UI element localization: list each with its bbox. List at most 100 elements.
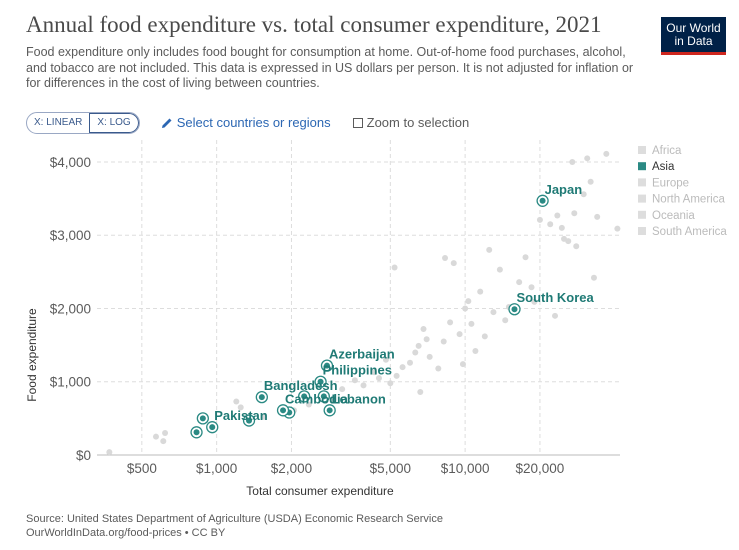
- chart-controls: X: LINEAR X: LOG Select countries or reg…: [26, 111, 470, 134]
- data-point: [528, 284, 535, 291]
- legend-swatch: [638, 210, 646, 219]
- y-tick-label: $0: [76, 448, 91, 463]
- scatter-chart: $0 $1,000 $2,000 $3,000 $4,000 $500 $1,000 $2,…: [25, 140, 727, 498]
- data-point: [426, 353, 433, 360]
- other-region-points: [106, 140, 621, 456]
- legend-swatch: [638, 194, 646, 203]
- source-note: Source: United States Department of Agri…: [26, 513, 443, 525]
- asia-point-azerbaijan: [323, 362, 330, 369]
- data-point: [573, 243, 580, 250]
- data-point: [522, 254, 529, 261]
- point-label: Lebanon: [332, 391, 386, 406]
- asia-point-philippines: [317, 378, 324, 385]
- asia-point: [193, 429, 200, 436]
- data-point: [547, 221, 554, 228]
- data-point: [420, 326, 427, 332]
- footer: Source: United States Department of Agri…: [26, 512, 443, 540]
- data-point: [399, 364, 406, 371]
- point-labels: Japan South Korea AzerbaijanPhilippinesBan…: [214, 182, 594, 423]
- point-label: Bangladesh: [264, 378, 338, 393]
- legend-swatch: [638, 146, 646, 154]
- data-point: [594, 213, 601, 220]
- grid: [97, 140, 620, 456]
- y-axis-label: Food expenditure: [25, 308, 39, 402]
- source-url[interactable]: OurWorldInData.org/food-prices • CC BY: [26, 527, 226, 539]
- x-linear-button[interactable]: X: LINEAR: [34, 116, 83, 128]
- data-point: [456, 331, 463, 338]
- data-point: [465, 298, 472, 305]
- data-point: [490, 309, 497, 316]
- zoom-label: Zoom to selection: [366, 115, 470, 130]
- data-point: [351, 377, 358, 384]
- asia-point-pakistan: [209, 424, 216, 431]
- asia-point-south-korea: [511, 306, 518, 313]
- data-point: [415, 342, 422, 349]
- legend-swatch: [638, 227, 646, 235]
- point-label: Philippines: [323, 363, 392, 378]
- data-point: [447, 319, 454, 326]
- owid-logo[interactable]: Our World in Data: [661, 17, 726, 55]
- legend-item: Europe: [652, 177, 689, 189]
- data-point: [237, 404, 244, 411]
- data-point: [330, 396, 337, 403]
- data-point: [387, 380, 394, 387]
- data-point: [450, 260, 457, 267]
- data-point: [462, 305, 469, 312]
- x-tick-label: $10,000: [441, 461, 490, 476]
- pencil-icon: [161, 118, 172, 128]
- data-point: [584, 155, 591, 162]
- data-point: [481, 333, 488, 340]
- point-label: Cambodia: [285, 391, 349, 406]
- data-point: [375, 375, 382, 382]
- asia-point-lebanon: [326, 407, 333, 414]
- data-point: [558, 224, 565, 231]
- data-point: [502, 317, 509, 324]
- data-point: [442, 254, 449, 261]
- point-label: Japan: [545, 182, 583, 197]
- data-point: [614, 225, 621, 232]
- x-log-button[interactable]: X: LOG: [89, 112, 139, 133]
- data-point: [571, 210, 578, 217]
- legend-swatch: [638, 162, 646, 171]
- y-tick-label: $1,000: [50, 375, 91, 390]
- data-point: [531, 298, 538, 305]
- data-point: [580, 191, 587, 198]
- data-point: [603, 150, 610, 157]
- data-point: [391, 264, 398, 271]
- select-countries-button[interactable]: Select countries or regions: [161, 115, 331, 130]
- chart-subtitle: Food expenditure only includes food boug…: [26, 45, 634, 90]
- data-point: [412, 349, 419, 356]
- logo-line1: Our World: [666, 21, 721, 35]
- legend-item: North America: [652, 194, 725, 206]
- checkbox-icon: [352, 117, 363, 128]
- data-point: [435, 365, 442, 372]
- zoom-to-selection-checkbox[interactable]: Zoom to selection: [352, 115, 470, 130]
- data-point: [552, 312, 559, 319]
- data-point: [407, 359, 414, 366]
- data-point: [459, 361, 466, 368]
- point-label: South Korea: [516, 290, 594, 305]
- x-tick-label: $500: [127, 461, 157, 476]
- data-point: [260, 413, 267, 420]
- data-point: [360, 382, 367, 389]
- asia-point-japan: [539, 197, 546, 204]
- data-point: [393, 372, 400, 379]
- data-point: [516, 279, 523, 286]
- data-point: [423, 336, 430, 343]
- data-point: [477, 288, 484, 295]
- data-point: [536, 216, 543, 223]
- data-point: [371, 369, 378, 376]
- legend-item: Oceania: [652, 210, 695, 222]
- y-tick-label: $2,000: [50, 301, 91, 316]
- y-axis-ticks: $0 $1,000 $2,000 $3,000 $4,000: [50, 155, 91, 463]
- asia-point-bangladesh: [258, 394, 265, 401]
- asia-point: [199, 415, 206, 422]
- legend[interactable]: Africa Asia Europe North America Oceania Sout…: [638, 145, 727, 238]
- data-point: [587, 178, 594, 185]
- data-point: [590, 274, 597, 281]
- data-point: [472, 347, 479, 354]
- axis-scale-toggle[interactable]: X: LINEAR X: LOG: [26, 111, 140, 134]
- data-point: [496, 266, 503, 273]
- legend-swatch: [638, 178, 646, 187]
- data-point: [565, 238, 572, 245]
